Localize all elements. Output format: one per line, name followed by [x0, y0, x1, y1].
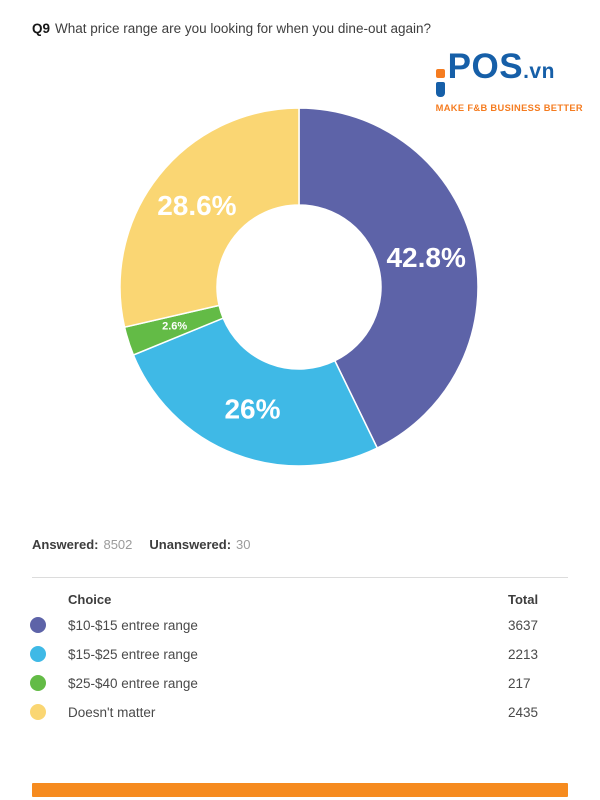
- choice-label: $15-$25 entree range: [68, 647, 198, 662]
- choice-total: 3637: [508, 618, 539, 633]
- logo-pos-text: POS: [447, 47, 524, 86]
- unanswered-value: 30: [236, 537, 251, 552]
- donut-slice-label-2: 2.6%: [162, 321, 187, 333]
- donut-slice-3: [119, 107, 300, 329]
- legend-dot: [30, 704, 46, 720]
- question-title: Q9 What price range are you looking for w…: [32, 21, 431, 36]
- answered-label: Answered:: [32, 537, 99, 552]
- table-row: $10-$15 entree range 3637: [0, 616, 600, 634]
- choice-column-header: Choice: [68, 592, 112, 607]
- response-stats: Answered: 8502 Unanswered: 30: [32, 537, 251, 552]
- donut-slice-0: [298, 107, 479, 449]
- table-divider: [32, 577, 568, 578]
- logo-vn-text: .vn: [523, 60, 555, 83]
- table-header: Choice Total: [0, 592, 600, 608]
- total-column-header: Total: [508, 592, 539, 607]
- table-row: $25-$40 entree range 217: [0, 674, 600, 692]
- legend-dot: [30, 675, 46, 691]
- choice-label: $25-$40 entree range: [68, 676, 198, 691]
- logo-letter-i: [435, 69, 445, 97]
- ipos-logo-wordmark: POS .vn: [435, 47, 555, 97]
- logo-tagline: MAKE F&B BUSINESS BETTER: [435, 103, 583, 113]
- ipos-logo: POS .vn MAKE F&B BUSINESS BETTER: [435, 47, 583, 113]
- logo-i-dot: [435, 69, 445, 78]
- choice-total: 217: [508, 676, 531, 691]
- choice-total: 2213: [508, 647, 539, 662]
- logo-i-stem: [435, 82, 445, 97]
- footer-brand-bar: [32, 783, 568, 797]
- donut-slice-1: [132, 317, 379, 467]
- choice-label: $10-$15 entree range: [68, 618, 198, 633]
- donut-slice-label-3: 28.6%: [157, 190, 236, 221]
- question-number: Q9: [32, 21, 51, 36]
- choice-label: Doesn't matter: [68, 705, 156, 720]
- answered-value: 8502: [103, 537, 133, 552]
- question-text: What price range are you looking for whe…: [55, 21, 431, 36]
- unanswered-label: Unanswered:: [149, 537, 232, 552]
- legend-dot: [30, 646, 46, 662]
- choice-total: 2435: [508, 705, 539, 720]
- table-row: $15-$25 entree range 2213: [0, 645, 600, 663]
- donut-slice-label-0: 42.8%: [386, 242, 465, 273]
- donut-slice-label-1: 26%: [224, 393, 280, 424]
- table-row: Doesn't matter 2435: [0, 703, 600, 721]
- legend-dot: [30, 617, 46, 633]
- donut-chart: 42.8% 26% 2.6% 28.6%: [119, 107, 479, 467]
